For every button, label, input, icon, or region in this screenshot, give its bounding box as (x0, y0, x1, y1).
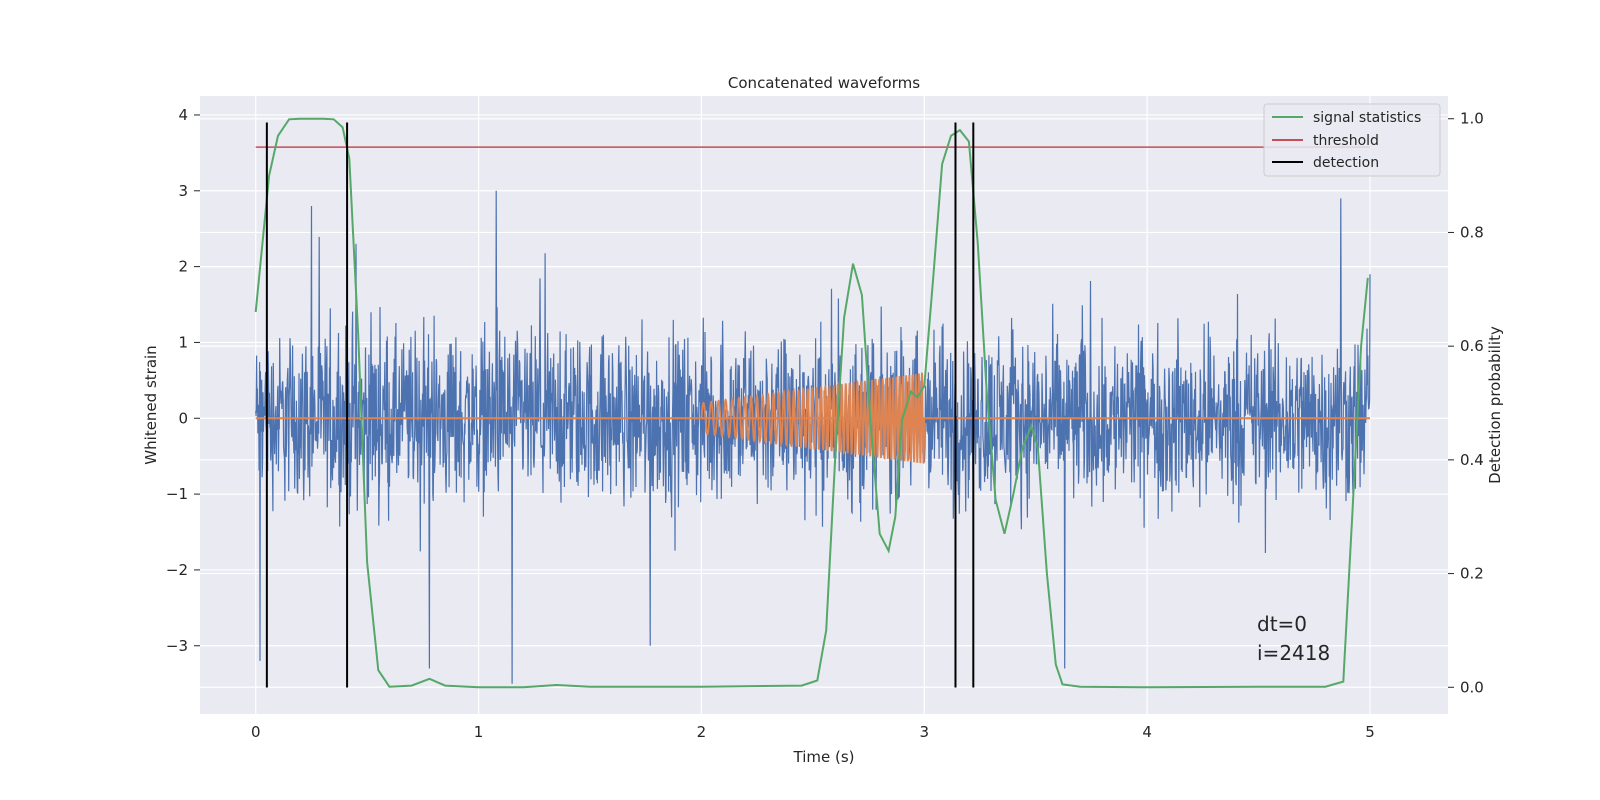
detection-lines (265, 122, 975, 688)
y-tick-label: 3 (178, 182, 188, 200)
y2-tick-label: 0.4 (1460, 451, 1484, 469)
y-tick-label: −3 (166, 637, 188, 655)
strain-series-line (255, 122, 1371, 684)
y-tick-label: −2 (166, 561, 188, 579)
injected-signal-line (700, 372, 926, 464)
x-tick-label: 4 (1142, 723, 1152, 741)
y-tick-label: 2 (178, 258, 188, 276)
signal-statistics-line (254, 117, 1369, 689)
x-axis: 0 1 2 3 4 5 (251, 723, 1375, 741)
x-tick-label: 1 (474, 723, 484, 741)
x-tick-label: 0 (251, 723, 261, 741)
y-tick-label: −1 (166, 485, 188, 503)
y-axis-label: Whitened strain (142, 345, 160, 464)
legend-label-signal-statistics: signal statistics (1313, 110, 1421, 126)
y-tick-label: 4 (178, 106, 188, 124)
y2-axis: 0.0 0.2 0.4 0.6 0.8 1.0 (1448, 110, 1484, 696)
x-tick-label: 2 (697, 723, 707, 741)
legend-box (1263, 103, 1441, 177)
annotation-dt: dt=0 (1257, 612, 1307, 636)
y2-tick-label: 0.0 (1460, 678, 1484, 696)
y2-grid (200, 118, 1448, 688)
x-axis-label: Time (s) (793, 748, 855, 766)
legend: signal statistics threshold detection (1263, 103, 1441, 177)
y-axis: −3 −2 −1 0 1 2 3 4 (166, 106, 200, 655)
y2-tick-label: 1.0 (1460, 110, 1484, 128)
x-tick-label: 3 (920, 723, 930, 741)
annotation-index: i=2418 (1257, 641, 1330, 665)
y2-tick-label: 0.6 (1460, 337, 1484, 355)
y-tick-label: 1 (178, 333, 188, 351)
chart-title: Concatenated waveforms (728, 74, 920, 92)
legend-label-threshold: threshold (1313, 133, 1379, 149)
y2-tick-label: 0.8 (1460, 223, 1484, 241)
annotation: dt=0 i=2418 (1257, 612, 1330, 665)
x-tick-label: 5 (1365, 723, 1375, 741)
legend-label-detection: detection (1313, 155, 1379, 171)
y-tick-label: 0 (178, 409, 188, 427)
y2-tick-label: 0.2 (1460, 565, 1484, 583)
y2-axis-label: Detection probability (1486, 326, 1504, 484)
